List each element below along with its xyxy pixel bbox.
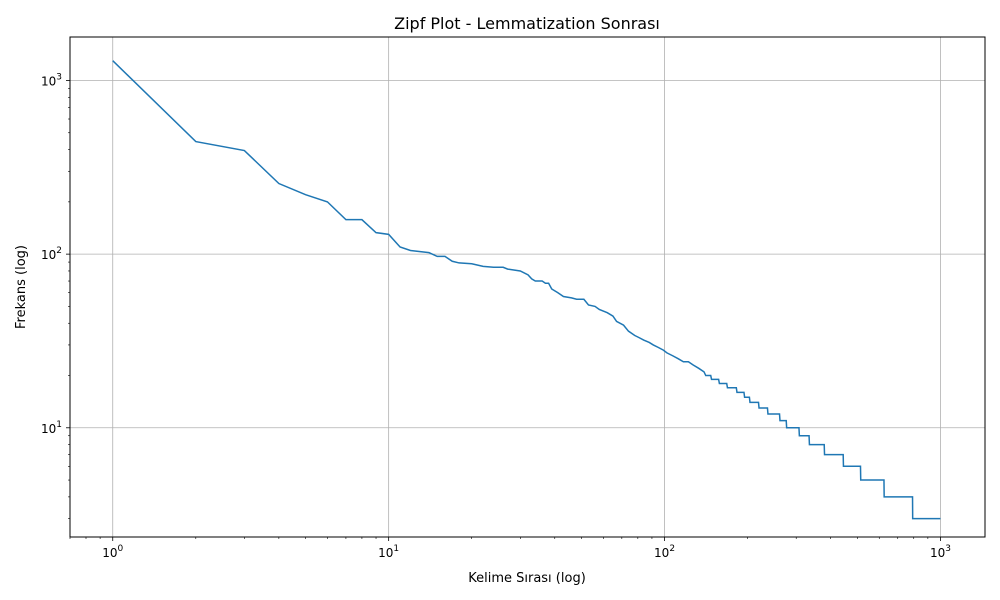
- y-tick-label-base: 10: [41, 422, 56, 436]
- x-tick-label-base: 10: [654, 546, 669, 560]
- x-tick-label-exponent: 3: [945, 544, 951, 554]
- grid-lines: [70, 37, 985, 537]
- y-tick-label: 103: [41, 72, 62, 88]
- x-tick-label: 103: [930, 544, 951, 560]
- x-tick-label: 101: [378, 544, 399, 560]
- y-tick-label-base: 10: [41, 248, 56, 262]
- y-tick-label-base: 10: [41, 74, 56, 88]
- x-tick-label-exponent: 0: [118, 544, 124, 554]
- y-tick-label-exponent: 3: [56, 72, 62, 82]
- y-axis-label: Frekans (log): [14, 245, 29, 329]
- y-tick-label-exponent: 1: [56, 420, 62, 430]
- x-axis-label: Kelime Sırası (log): [468, 571, 586, 586]
- x-tick-label-base: 10: [102, 546, 117, 560]
- x-tick-label: 100: [102, 544, 123, 560]
- x-tick-label-exponent: 2: [669, 544, 675, 554]
- axes-frame: [69, 36, 986, 538]
- series-line: [112, 60, 941, 520]
- x-tick-label-base: 10: [378, 546, 393, 560]
- x-tick-label-exponent: 1: [393, 544, 399, 554]
- y-tick-label: 102: [41, 246, 62, 262]
- major-ticks: [66, 80, 941, 541]
- y-tick-label-exponent: 2: [56, 246, 62, 256]
- x-tick-label-base: 10: [930, 546, 945, 560]
- x-tick-label: 102: [654, 544, 675, 560]
- y-tick-label: 101: [41, 420, 62, 436]
- chart-title: Zipf Plot - Lemmatization Sonrası: [394, 14, 660, 33]
